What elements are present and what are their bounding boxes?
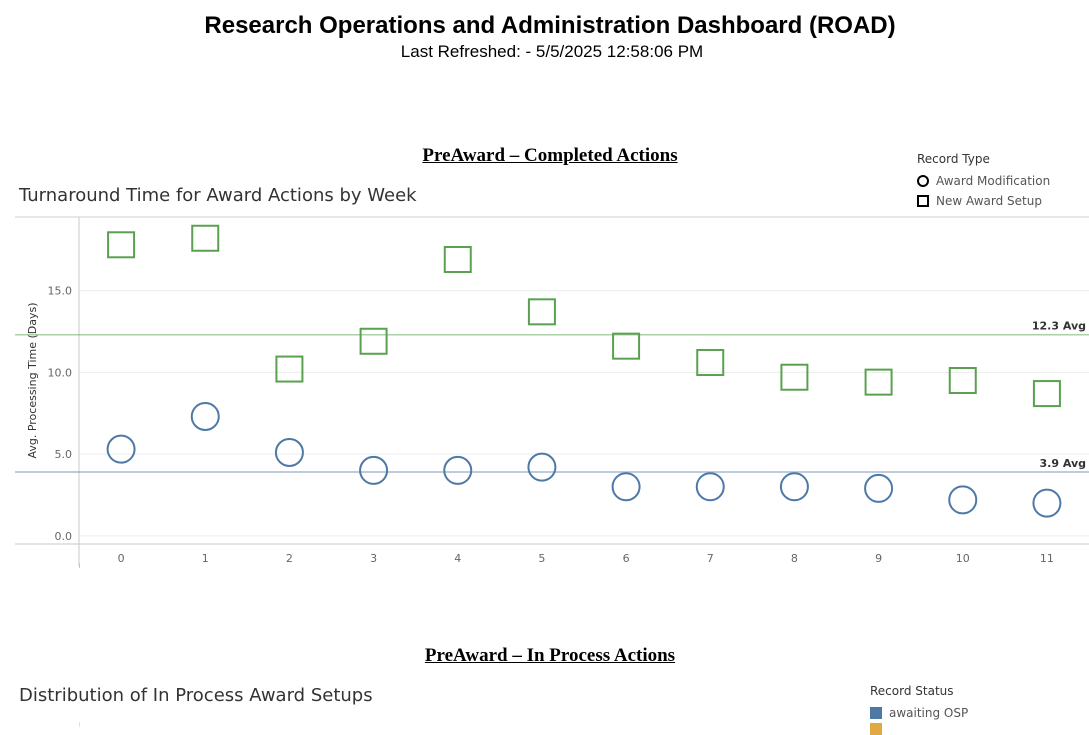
data-point-new-award-setup[interactable] xyxy=(864,368,893,396)
data-point-new-award-setup[interactable] xyxy=(1032,380,1061,408)
y-axis-label: Avg. Processing Time (Days) xyxy=(26,302,39,458)
section-in-process-actions-title: PreAward – In Process Actions xyxy=(424,645,676,666)
axis-divider xyxy=(79,563,80,568)
axis-divider xyxy=(79,722,80,727)
data-point-new-award-setup[interactable] xyxy=(612,332,641,360)
data-point-award-modification[interactable] xyxy=(274,437,304,467)
record-status-legend: Record Status awaiting OSP xyxy=(870,684,968,735)
x-tick-label: 2 xyxy=(286,552,293,565)
square-marker-icon xyxy=(917,195,929,207)
x-tick-label: 7 xyxy=(707,552,714,565)
chart-title: Turnaround Time for Award Actions by Wee… xyxy=(19,185,417,206)
data-point-new-award-setup[interactable] xyxy=(275,355,304,383)
data-point-new-award-setup[interactable] xyxy=(696,349,725,377)
legend-item-awaiting-osp[interactable]: awaiting OSP xyxy=(870,703,968,723)
dashboard-title: Research Operations and Administration D… xyxy=(204,12,896,39)
x-tick-label: 8 xyxy=(791,552,798,565)
data-point-award-modification[interactable] xyxy=(948,485,978,515)
color-swatch-icon xyxy=(870,707,882,719)
x-tick-label: 10 xyxy=(956,552,970,565)
data-point-new-award-setup[interactable] xyxy=(107,231,136,259)
x-tick-label: 5 xyxy=(538,552,545,565)
data-point-award-modification[interactable] xyxy=(527,452,557,482)
legend-label: New Award Setup xyxy=(936,194,1042,208)
x-tick-label: 6 xyxy=(623,552,630,565)
reference-line-label: 3.9 Avg xyxy=(1040,457,1086,470)
y-tick-label: 10.0 xyxy=(48,366,73,379)
x-tick-label: 11 xyxy=(1040,552,1054,565)
data-point-new-award-setup[interactable] xyxy=(359,327,388,355)
data-point-award-modification[interactable] xyxy=(443,455,473,485)
distribution-chart-title: Distribution of In Process Award Setups xyxy=(19,685,373,706)
legend-item-partial xyxy=(870,723,968,735)
data-point-new-award-setup[interactable] xyxy=(780,363,809,391)
data-point-award-modification[interactable] xyxy=(1032,488,1062,518)
data-point-award-modification[interactable] xyxy=(695,472,725,502)
data-point-new-award-setup[interactable] xyxy=(443,246,472,274)
record-type-legend: Record Type Award Modification New Award… xyxy=(917,152,1050,211)
data-point-award-modification[interactable] xyxy=(779,472,809,502)
y-tick-label: 15.0 xyxy=(48,285,73,298)
turnaround-scatter-chart: 0.0 5.0 10.0 15.0 0 1 2 3 4 5 6 7 8 9 10 11 Avg. Process… xyxy=(15,216,1089,566)
circle-marker-icon xyxy=(917,175,929,187)
data-point-new-award-setup[interactable] xyxy=(948,367,977,394)
x-tick-label: 3 xyxy=(370,552,377,565)
last-refreshed: Last Refreshed: - 5/5/2025 12:58:06 PM xyxy=(400,42,704,61)
legend-item-award-modification[interactable]: Award Modification xyxy=(917,171,1050,191)
legend-label: Award Modification xyxy=(936,174,1051,188)
color-swatch-icon xyxy=(870,723,882,735)
data-point-award-modification[interactable] xyxy=(106,434,136,464)
legend-title: Record Status xyxy=(870,684,954,698)
legend-item-new-award-setup[interactable]: New Award Setup xyxy=(917,191,1050,211)
reference-line-label: 12.3 Avg xyxy=(1032,320,1086,333)
x-tick-label: 1 xyxy=(202,552,209,565)
data-point-award-modification[interactable] xyxy=(359,455,389,485)
y-tick-label: 0.0 xyxy=(55,530,73,543)
legend-label: awaiting OSP xyxy=(889,706,969,720)
x-tick-label: 0 xyxy=(118,552,125,565)
data-point-new-award-setup[interactable] xyxy=(527,298,556,326)
data-point-award-modification[interactable] xyxy=(864,473,894,503)
x-tick-label: 4 xyxy=(454,552,461,565)
data-point-new-award-setup[interactable] xyxy=(191,224,220,252)
x-tick-label: 9 xyxy=(875,552,882,565)
legend-title: Record Type xyxy=(917,152,990,166)
y-tick-label: 5.0 xyxy=(55,448,73,461)
data-point-award-modification[interactable] xyxy=(611,472,641,502)
data-point-award-modification[interactable] xyxy=(190,401,220,431)
section-completed-actions-title: PreAward – Completed Actions xyxy=(422,145,678,166)
